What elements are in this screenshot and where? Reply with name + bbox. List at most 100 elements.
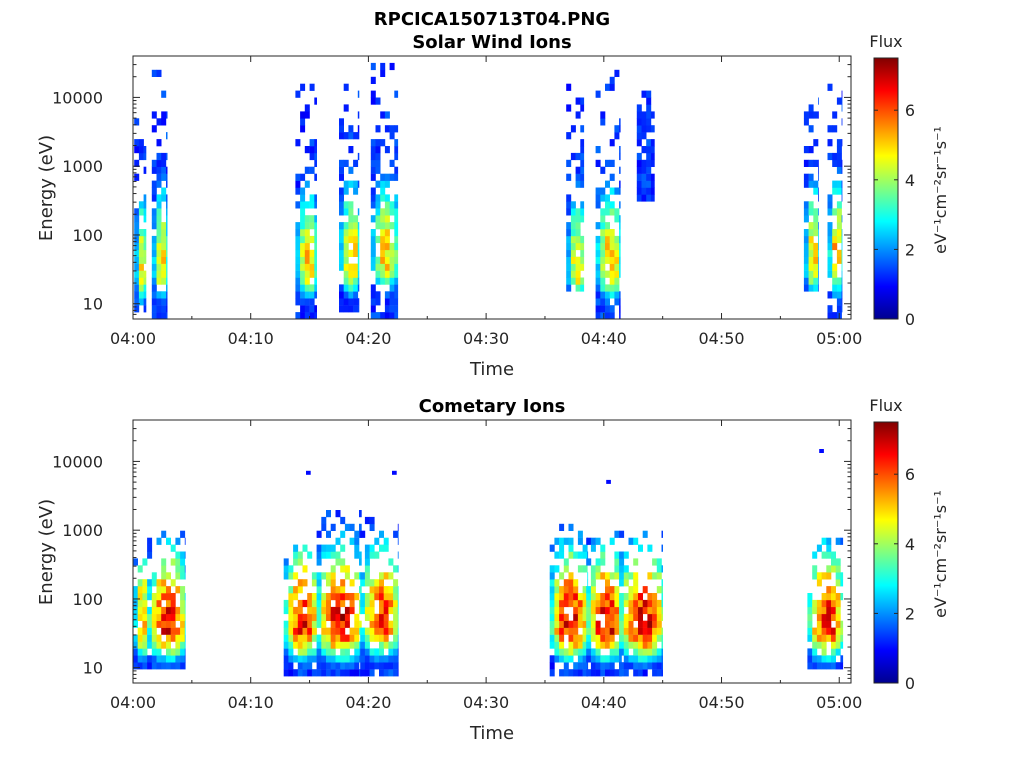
heatmap-cell [388, 648, 394, 656]
heatmap-cell [353, 222, 359, 230]
heatmap-cell [156, 593, 162, 601]
panel-cometary: Cometary Ions 04:00 04:10 04:20 04:30 04:40 0… [36, 396, 950, 744]
heatmap-cell [619, 263, 621, 271]
heatmap-cell [582, 613, 588, 621]
heatmap-cell [314, 249, 317, 257]
heatmap-cell [807, 606, 813, 615]
heatmap-cell [397, 648, 399, 656]
heatmap-cell [326, 579, 331, 587]
heatmap-cell [380, 229, 386, 237]
heatmap-cell [623, 551, 629, 559]
heatmap-cell [549, 606, 555, 615]
heatmap-cell [151, 242, 157, 251]
heatmap-cell [375, 312, 381, 319]
heatmap-cell [580, 173, 585, 181]
heatmap-cell [293, 669, 299, 677]
heatmap-cell [138, 146, 144, 154]
heatmap-cell [134, 215, 140, 223]
heatmap-cell [309, 201, 315, 209]
heatmap-cell [384, 291, 390, 299]
heatmap-cell [818, 111, 819, 119]
heatmap-cell [840, 620, 844, 628]
heatmap-cell [647, 572, 653, 580]
heatmap-cell [384, 235, 390, 244]
heatmap-cell [143, 146, 147, 154]
heatmap-cell [374, 634, 380, 642]
heatmap-cell [357, 152, 360, 161]
heatmap-cell [619, 152, 621, 161]
heatmap-cell [595, 90, 601, 98]
heatmap-cell [156, 606, 162, 615]
heatmap-cell [582, 627, 588, 635]
heatmap-cell [563, 669, 569, 677]
ion-burst [595, 69, 621, 319]
heatmap-cell [394, 312, 399, 319]
heatmap-cell [180, 593, 186, 601]
heatmap-cell [357, 242, 360, 251]
heatmap-cell [566, 201, 572, 209]
heatmap-cell [827, 201, 833, 209]
heatmap-cell [818, 263, 819, 271]
colorbar-tick-label: 6 [905, 465, 915, 484]
heatmap-cell [605, 83, 610, 91]
heatmap-cell [623, 655, 629, 663]
heatmap-cell [380, 235, 386, 244]
heatmap-cell [379, 572, 384, 580]
heatmap-cell [393, 669, 399, 677]
heatmap-cell [288, 613, 294, 621]
heatmap-cell [304, 277, 310, 285]
heatmap-cell [573, 613, 579, 621]
heatmap-cell [354, 655, 360, 663]
heatmap-cell [595, 662, 601, 670]
heatmap-cell [393, 606, 399, 615]
heatmap-cell [836, 159, 842, 167]
heatmap-cell [316, 586, 322, 594]
heatmap-cell [335, 655, 341, 663]
heatmap-cell [389, 277, 395, 285]
heatmap-cell [339, 166, 344, 174]
heatmap-cell [554, 613, 560, 621]
heatmap-cell [311, 627, 317, 635]
heatmap-cell [609, 634, 615, 642]
heatmap-cell [614, 187, 620, 195]
heatmap-cell [151, 235, 157, 244]
heatmap-cell [321, 662, 327, 670]
heatmap-cell [143, 249, 147, 257]
heatmap-cell [379, 627, 384, 635]
heatmap-cell [379, 662, 384, 670]
heatmap-cell [835, 606, 841, 615]
heatmap-cell [638, 655, 643, 663]
heatmap-cell [803, 277, 809, 285]
heatmap-cell [563, 648, 569, 656]
heatmap-cell [343, 298, 349, 306]
heatmap-cell [393, 613, 399, 621]
heatmap-cell [841, 118, 843, 126]
heatmap-cell [143, 242, 147, 251]
heatmap-cell [568, 523, 574, 531]
heatmap-cell [166, 627, 171, 635]
heatmap-cell [357, 298, 360, 306]
heatmap-cell [180, 606, 186, 615]
heatmap-cell [335, 627, 341, 635]
heatmap-cell [138, 201, 144, 209]
heatmap-cell [595, 634, 601, 642]
heatmap-cell [175, 641, 181, 649]
heatmap-cell [297, 558, 303, 566]
heatmap-cell [563, 620, 569, 628]
x-tick-label: 04:30 [463, 693, 509, 712]
heatmap-cell [330, 641, 336, 649]
heatmap-cell [359, 620, 362, 628]
heatmap-cell [563, 593, 569, 601]
heatmap-cell [389, 222, 395, 230]
heatmap-cell [840, 662, 844, 670]
ion-burst [339, 83, 360, 313]
heatmap-cell [595, 558, 601, 566]
heatmap-cell [134, 118, 140, 126]
heatmap-cell [566, 256, 572, 264]
heatmap-cell [549, 586, 555, 594]
heatmap-cell [573, 634, 579, 642]
heatmap-cell [151, 606, 157, 615]
heatmap-cell [151, 634, 157, 642]
heatmap-cell [549, 655, 555, 663]
